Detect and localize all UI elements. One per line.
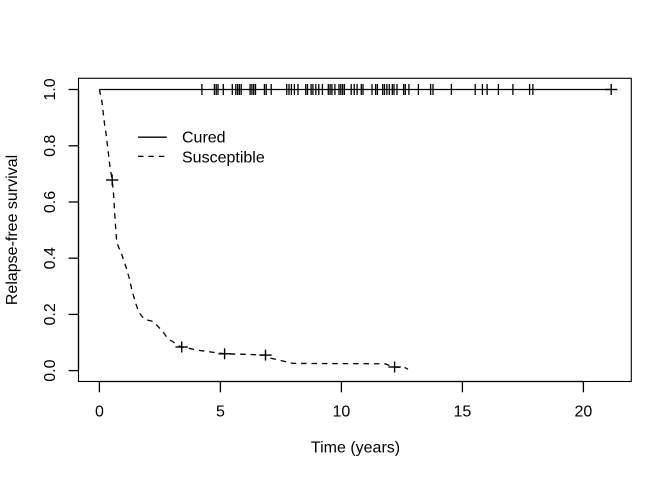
svg-text:0.4: 0.4 xyxy=(42,247,59,269)
svg-text:5: 5 xyxy=(216,404,225,421)
svg-text:0: 0 xyxy=(95,404,104,421)
svg-text:1.0: 1.0 xyxy=(42,78,59,100)
svg-text:Susceptible: Susceptible xyxy=(182,149,265,166)
svg-text:0.8: 0.8 xyxy=(42,135,59,157)
svg-text:Cured: Cured xyxy=(182,130,226,147)
svg-text:0.0: 0.0 xyxy=(42,359,59,381)
svg-text:0.6: 0.6 xyxy=(42,191,59,213)
svg-text:20: 20 xyxy=(575,404,593,421)
svg-text:15: 15 xyxy=(454,404,472,421)
svg-text:0.2: 0.2 xyxy=(42,303,59,325)
svg-text:Relapse-free survival: Relapse-free survival xyxy=(4,155,21,305)
svg-text:10: 10 xyxy=(333,404,351,421)
svg-text:Time (years): Time (years) xyxy=(311,440,400,457)
